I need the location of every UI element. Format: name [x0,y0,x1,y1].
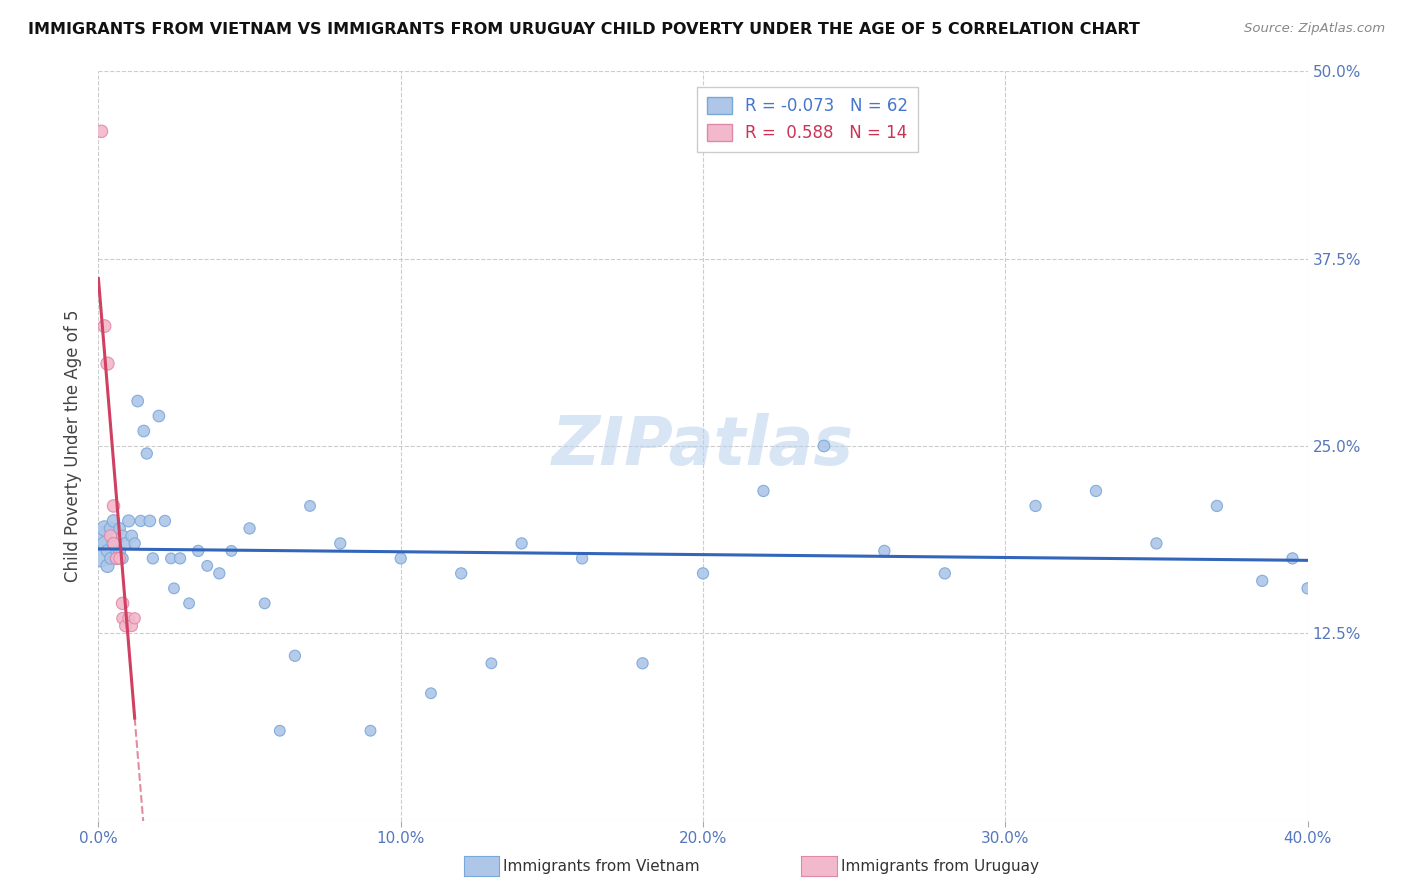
Point [121,529,143,543]
Text: ZIPatlas: ZIPatlas [553,413,853,479]
Point [450,566,472,581]
Point [571,551,593,566]
Y-axis label: Child Poverty Under the Age of 5: Child Poverty Under the Age of 5 [65,310,83,582]
Point [103,499,125,513]
Point [163,582,186,596]
Point [139,514,162,528]
Point [103,536,125,550]
Point [221,544,243,558]
Point [114,619,136,633]
Point [420,686,443,700]
Point [360,723,382,738]
Point [1144,536,1167,550]
Point [153,514,176,528]
Point [114,536,136,550]
Text: IMMIGRANTS FROM VIETNAM VS IMMIGRANTS FROM URUGUAY CHILD POVERTY UNDER THE AGE O: IMMIGRANTS FROM VIETNAM VS IMMIGRANTS FR… [28,22,1140,37]
Point [111,596,134,610]
Point [1206,499,1229,513]
Point [121,619,143,633]
Point [96,357,118,371]
Point [1085,483,1108,498]
Point [108,544,131,558]
Point [934,566,956,581]
Point [105,551,128,566]
Point [105,544,128,558]
Point [329,536,352,550]
Point [269,723,291,738]
Point [124,536,146,550]
Legend: R = -0.073   N = 62, R =  0.588   N = 14: R = -0.073 N = 62, R = 0.588 N = 14 [697,87,918,152]
Point [111,611,134,625]
Point [135,446,157,460]
Point [873,544,896,558]
Point [239,521,262,535]
Point [195,558,218,573]
Point [93,521,115,535]
Point [103,514,125,528]
Text: Source: ZipAtlas.com: Source: ZipAtlas.com [1244,22,1385,36]
Point [631,657,654,671]
Point [1296,582,1319,596]
Point [90,529,112,543]
Point [124,611,146,625]
Point [299,499,322,513]
Point [253,596,276,610]
Point [90,124,112,138]
Point [148,409,170,423]
Point [284,648,307,663]
Point [160,551,183,566]
Point [692,566,714,581]
Point [100,551,122,566]
Point [129,514,152,528]
Point [105,551,128,566]
Point [1024,499,1046,513]
Point [108,551,131,566]
Point [169,551,191,566]
Point [93,536,115,550]
Point [179,596,201,610]
Point [481,657,503,671]
Point [100,529,122,543]
Text: Immigrants from Uruguay: Immigrants from Uruguay [841,859,1039,873]
Point [111,551,134,566]
Point [813,439,835,453]
Text: Immigrants from Vietnam: Immigrants from Vietnam [503,859,700,873]
Point [90,551,112,566]
Point [752,483,775,498]
Point [187,544,209,558]
Point [1251,574,1274,588]
Point [208,566,231,581]
Point [118,611,141,625]
Point [118,514,141,528]
Point [103,536,125,550]
Point [100,521,122,535]
Point [96,544,118,558]
Point [96,558,118,573]
Point [108,521,131,535]
Point [93,319,115,334]
Point [142,551,165,566]
Point [1281,551,1303,566]
Point [127,394,149,409]
Point [510,536,533,550]
Point [389,551,412,566]
Point [132,424,155,438]
Point [111,529,134,543]
